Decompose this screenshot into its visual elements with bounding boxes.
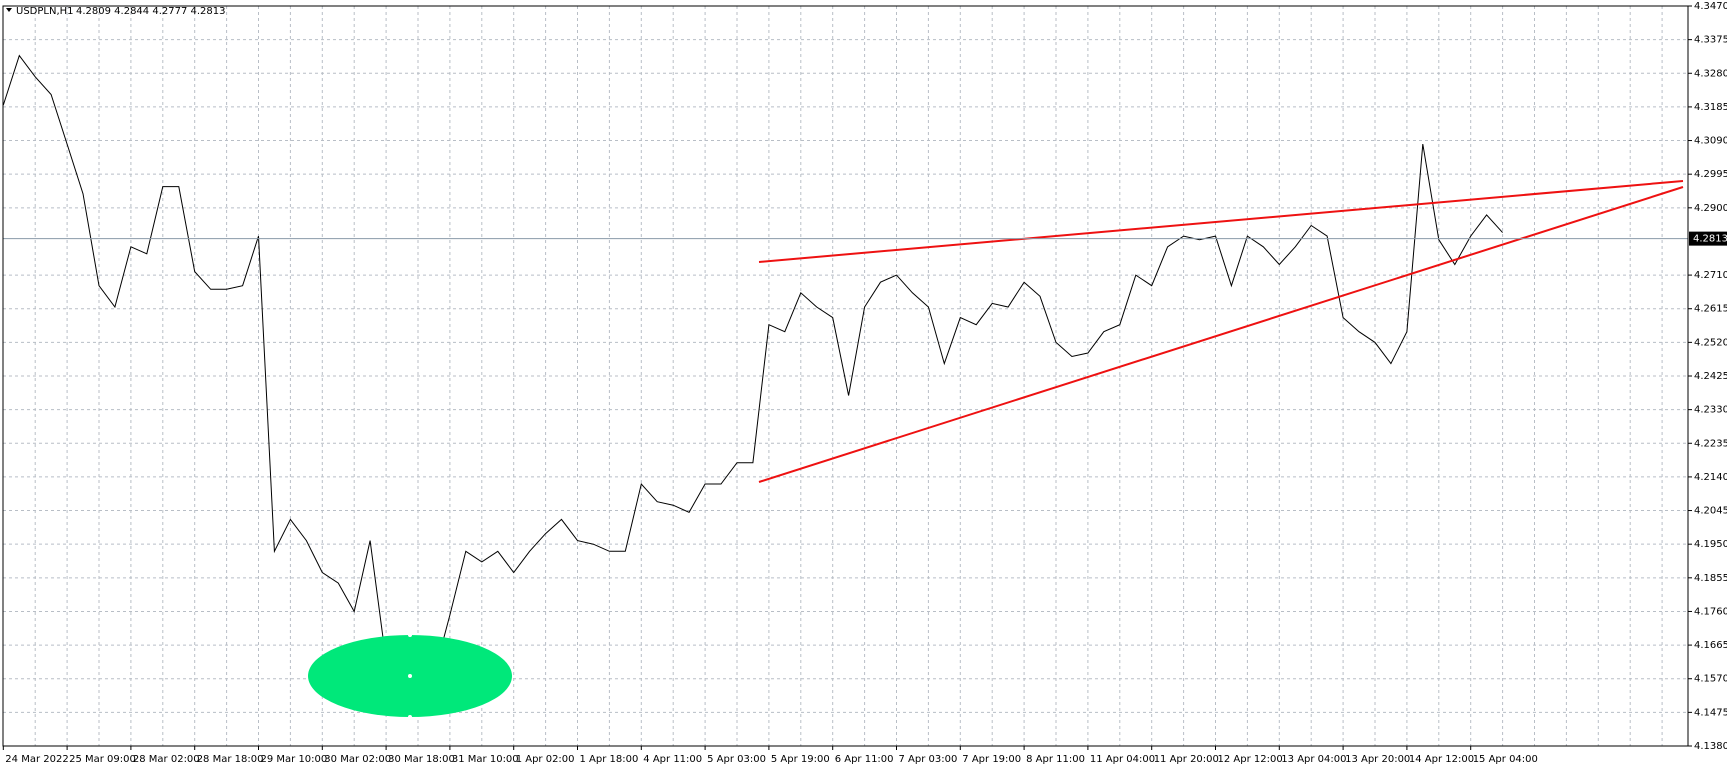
x-tick-label: 5 Apr 19:00	[771, 754, 830, 765]
x-tick-label: 30 Mar 02:00	[324, 754, 391, 765]
y-tick-label: 4.3090	[1694, 136, 1727, 147]
trend-line-lower[interactable]	[758, 186, 1684, 483]
y-tick-label: 4.2710	[1694, 270, 1727, 281]
y-tick-label: 4.2425	[1694, 371, 1727, 382]
x-tick-label: 28 Mar 18:00	[197, 754, 264, 765]
marks	[2, 54, 1503, 701]
y-tick-label: 4.3280	[1694, 68, 1727, 79]
x-tick-label: 14 Apr 12:00	[1409, 754, 1474, 765]
x-tick-label: 11 Apr 04:00	[1090, 754, 1155, 765]
x-tick-label: 4 Apr 11:00	[643, 754, 702, 765]
trend-line-upper[interactable]	[758, 180, 1684, 263]
y-tick-label: 4.3375	[1694, 35, 1727, 46]
ellipse-handle[interactable]	[408, 715, 412, 719]
y-tick-label: 4.2140	[1694, 472, 1727, 483]
x-tick-label: 11 Apr 20:00	[1154, 754, 1219, 765]
x-tick-label: 15 Apr 04:00	[1473, 754, 1538, 765]
ohlc: 4.2809 4.2844 4.2777 4.2813	[76, 6, 226, 17]
x-tick-label: 5 Apr 03:00	[707, 754, 766, 765]
x-tick-label: 6 Apr 11:00	[835, 754, 894, 765]
y-tick-label: 4.1950	[1694, 539, 1727, 550]
overlay: 4.2813	[3, 231, 1727, 246]
x-tick-label: 25 Mar 09:00	[69, 754, 136, 765]
x-tick-label: 1 Apr 18:00	[580, 754, 639, 765]
x-tick-label: 29 Mar 10:00	[261, 754, 328, 765]
menu-icon[interactable]	[6, 8, 12, 12]
x-tick-label: 12 Apr 12:00	[1218, 754, 1283, 765]
y-tick-label: 4.1760	[1694, 606, 1727, 617]
y-tick-label: 4.1475	[1694, 707, 1727, 718]
x-tick-label: 31 Mar 10:00	[452, 754, 519, 765]
plot-frame	[2, 5, 1689, 747]
price-line	[2, 54, 1503, 701]
x-tick-label: 24 Mar 2022	[5, 754, 68, 765]
y-tick-label: 4.1855	[1694, 573, 1727, 584]
y-tick-label: 4.2520	[1694, 337, 1727, 348]
x-tick-label: 30 Mar 18:00	[388, 754, 455, 765]
x-tick-label: 13 Apr 20:00	[1345, 754, 1410, 765]
x-tick-label: 28 Mar 02:00	[133, 754, 200, 765]
y-tick-label: 4.1380	[1694, 741, 1727, 752]
y-tick-label: 4.2330	[1694, 405, 1727, 416]
y-tick-label: 4.3185	[1694, 102, 1727, 113]
current-price-box	[1689, 231, 1727, 246]
x-tick-label: 13 Apr 04:00	[1281, 754, 1346, 765]
y-tick-label: 4.2045	[1694, 506, 1727, 517]
x-tick-label: 7 Apr 03:00	[899, 754, 958, 765]
current-price-label: 4.2813	[1693, 234, 1727, 245]
x-tick-label: 8 Apr 11:00	[1026, 754, 1085, 765]
x-tick-label: 7 Apr 19:00	[962, 754, 1021, 765]
ellipse-handle[interactable]	[408, 633, 412, 637]
y-tick-label: 4.2900	[1694, 203, 1727, 214]
y-tick-label: 4.3470	[1694, 1, 1727, 12]
y-tick-label: 4.2615	[1694, 304, 1727, 315]
y-tick-label: 4.1665	[1694, 640, 1727, 651]
y-tick-label: 4.2995	[1694, 169, 1727, 180]
x-tick-label: 1 Apr 02:00	[516, 754, 575, 765]
y-tick-label: 4.1570	[1694, 674, 1727, 685]
y-tick-label: 4.2235	[1694, 438, 1727, 449]
chart-title: USDPLN,H1	[16, 6, 74, 17]
ellipse-handle[interactable]	[408, 674, 412, 678]
